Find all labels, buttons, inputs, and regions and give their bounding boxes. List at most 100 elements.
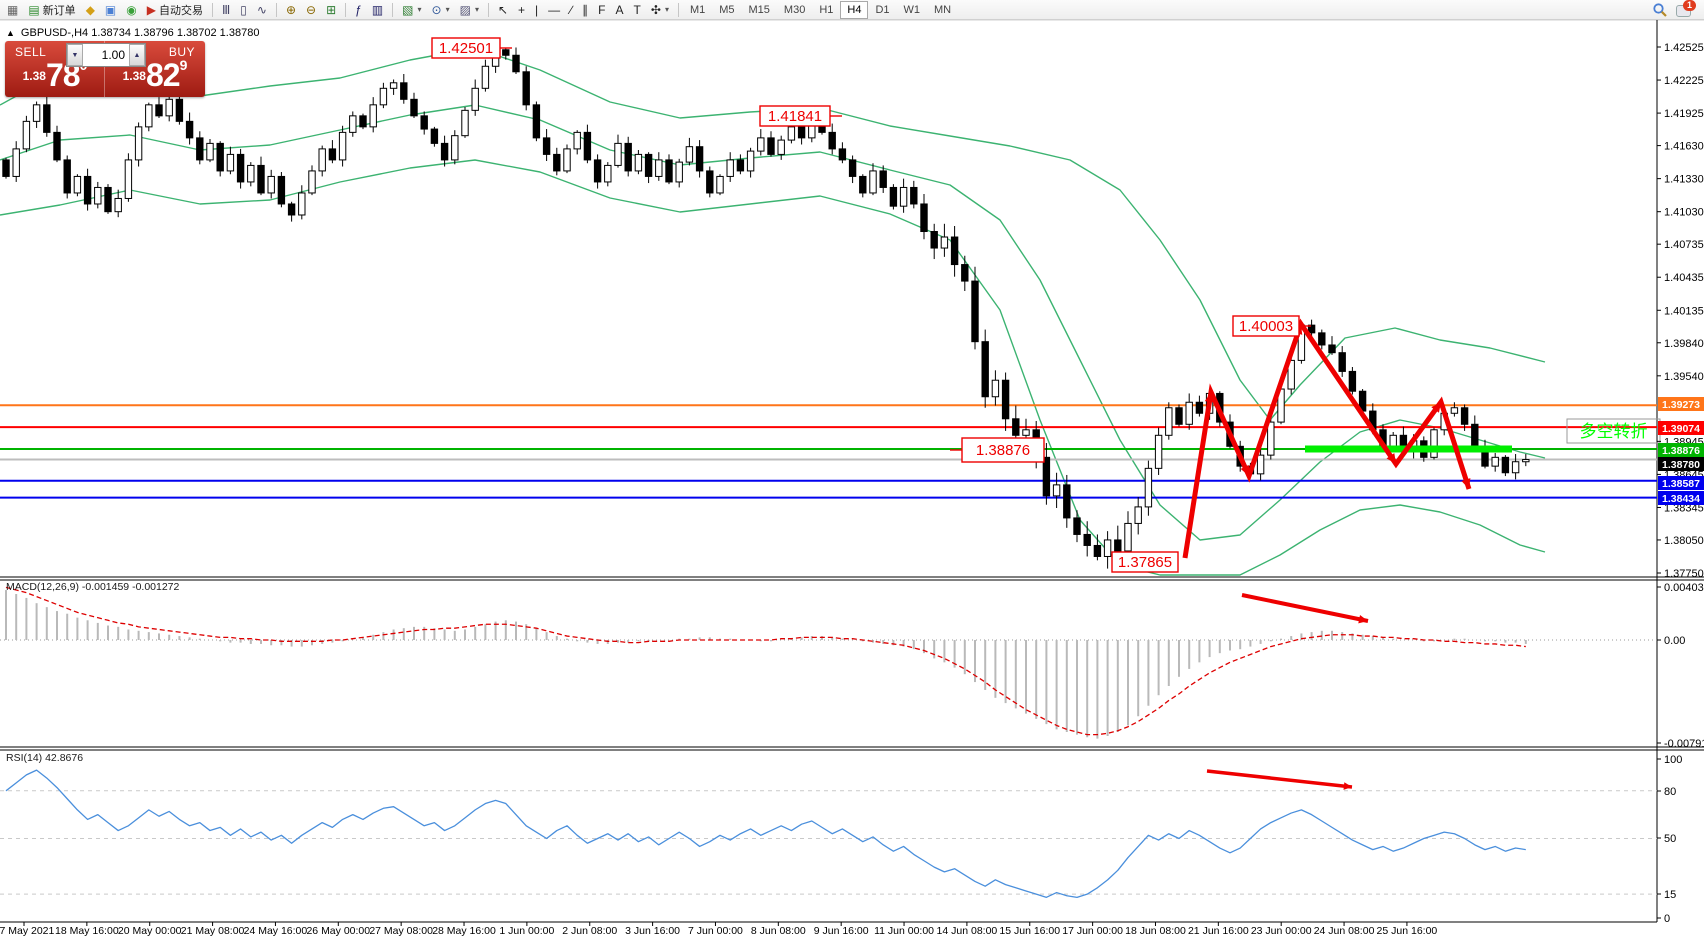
candle-body xyxy=(165,98,173,117)
toolbar-new-chart-icon[interactable]: ▦ xyxy=(2,0,23,19)
timeframe-button-m30[interactable]: M30 xyxy=(783,3,806,16)
toolbar-horizontal-line-tool[interactable]: — xyxy=(543,0,565,19)
toolbar-profiles-button[interactable]: ▧ ▾ xyxy=(397,0,426,19)
candle-body xyxy=(920,203,928,233)
time-tick-label: 25 Jun 16:00 xyxy=(1377,925,1438,937)
price-badge-text: 1.38434 xyxy=(1662,493,1700,505)
search-icon[interactable] xyxy=(1652,2,1668,18)
toolbar-templates-button[interactable]: ▨ ▾ xyxy=(455,0,484,19)
notification-icon[interactable]: 1 xyxy=(1676,0,1696,18)
candle-body xyxy=(226,153,235,172)
text-label-tool: T xyxy=(633,2,641,17)
candle-body xyxy=(32,104,41,122)
time-tick-label: 26 May 00:00 xyxy=(306,925,370,937)
time-tick-label: 28 May 16:00 xyxy=(432,925,496,937)
toolbar-community-icon[interactable]: ▣ xyxy=(100,0,121,19)
toolbar-zoom-in-icon[interactable]: ⊕ xyxy=(281,0,301,19)
volume-value[interactable]: 1.00 xyxy=(101,48,125,62)
rsi-trend-arrow xyxy=(1206,769,1353,789)
rsi-axis-label: 15 xyxy=(1664,889,1676,901)
price-badge-text: 1.39074 xyxy=(1662,423,1700,435)
toolbar-text-label-tool[interactable]: T xyxy=(629,0,646,19)
one-click-toggle[interactable]: ▲ xyxy=(6,28,15,38)
time-tick-label: 18 May 16:00 xyxy=(55,925,119,937)
candle-body xyxy=(1348,370,1357,392)
toolbar-crosshair-tool[interactable]: + xyxy=(513,0,530,19)
bar-chart-icon: Ⅲ xyxy=(221,2,231,17)
candle-body xyxy=(930,231,938,249)
toolbar-periods-button[interactable]: ⊙ ▾ xyxy=(427,0,455,19)
timeframe-button-m1[interactable]: M1 xyxy=(689,3,706,16)
candle-body xyxy=(1103,539,1112,557)
toolbar-channel-tool[interactable]: ∥ xyxy=(577,0,593,19)
candle-body xyxy=(1093,544,1102,557)
time-tick-label: 2 Jun 08:00 xyxy=(562,925,617,937)
candle-body xyxy=(624,142,632,172)
candle-body xyxy=(1287,359,1295,390)
toolbar-fibonacci-tool[interactable]: F xyxy=(593,0,610,19)
candle-body xyxy=(991,379,1000,398)
chevron-down-icon: ▾ xyxy=(445,5,450,14)
toolbar-trendline-tool[interactable]: ∕ xyxy=(565,0,577,19)
buy-button[interactable]: BUY 1.38829 xyxy=(104,41,205,97)
toolbar-tile-windows-icon[interactable]: ⊞ xyxy=(321,0,341,19)
timeframe-button-h4[interactable]: H4 xyxy=(840,0,869,19)
time-tick-label: 17 May 2021 xyxy=(0,925,55,937)
bollinger-middle-band xyxy=(0,104,1546,541)
time-tick-label: 7 Jun 00:00 xyxy=(688,925,743,937)
candle-body xyxy=(1430,429,1438,458)
toolbar-new-order-button[interactable]: ▤ 新订单 xyxy=(23,0,80,19)
candle-body xyxy=(1175,407,1183,425)
candle-body xyxy=(940,236,949,249)
candle-body xyxy=(22,120,31,150)
candle-body xyxy=(1511,461,1520,474)
timeframe-button-mn[interactable]: MN xyxy=(934,3,952,16)
candle-body xyxy=(593,159,602,183)
fibonacci-tool: F xyxy=(598,2,606,17)
candle-body xyxy=(971,280,979,343)
toolbar-candlestick-chart-icon[interactable]: ▯ xyxy=(235,0,252,19)
candle-body xyxy=(73,175,82,194)
volume-stepper[interactable]: ▼ 1.00 ▲ xyxy=(66,43,146,67)
toolbar-line-chart-icon[interactable]: ∿ xyxy=(252,0,272,19)
price-tick-label: 1.41030 xyxy=(1664,207,1704,219)
timeframe-button-d1[interactable]: D1 xyxy=(875,3,890,16)
price-badge-text: 1.39273 xyxy=(1662,399,1700,411)
time-tick-label: 11 Jun 00:00 xyxy=(874,925,934,937)
toolbar-bar-chart-icon[interactable]: Ⅲ xyxy=(217,0,235,19)
toolbar-news-icon[interactable]: ◉ xyxy=(121,0,141,19)
toolbar-vertical-line-tool[interactable]: | xyxy=(530,0,543,19)
price-badge xyxy=(1658,421,1704,435)
candle-body xyxy=(757,137,765,152)
volume-up-button[interactable]: ▲ xyxy=(129,44,145,66)
zigzag-arrowhead xyxy=(1461,478,1471,489)
candle-body xyxy=(247,164,255,183)
candle-body xyxy=(583,131,592,161)
news-icon: ◉ xyxy=(126,2,137,17)
timeframe-button-m15[interactable]: M15 xyxy=(748,3,770,16)
price-tick-label: 1.39540 xyxy=(1664,371,1704,383)
candle-body xyxy=(481,65,490,89)
price-annotation-box xyxy=(1111,551,1179,573)
candle-body xyxy=(614,142,622,166)
toolbar-indicators-icon[interactable]: ƒ xyxy=(350,0,367,19)
toolbar-metaeditor-icon[interactable]: ◆ xyxy=(81,0,100,19)
toolbar-cursor-tool[interactable]: ↖ xyxy=(493,0,513,19)
candle-body xyxy=(573,131,581,150)
toolbar-text-tool[interactable]: A xyxy=(611,0,629,19)
candle-body xyxy=(124,159,133,199)
timeframe-button-w1[interactable]: W1 xyxy=(903,3,921,16)
timeframe-button-h1[interactable]: H1 xyxy=(819,3,834,16)
toolbar-zoom-out-icon[interactable]: ⊖ xyxy=(301,0,321,19)
timeframe-button-m5[interactable]: M5 xyxy=(719,3,735,16)
toolbar-arrows-tool[interactable]: ✣ ▾ xyxy=(646,0,674,19)
rsi-axis-label: 0 xyxy=(1664,913,1670,925)
one-click-trading-panel: SELL 1.38780 BUY 1.38829 ▼ 1.00 ▲ xyxy=(5,41,205,97)
volume-down-button[interactable]: ▼ xyxy=(67,44,83,66)
channel-tool: ∥ xyxy=(582,2,589,17)
toolbar-indicator-window-icon[interactable]: ▥ xyxy=(367,0,388,19)
toolbar-separator xyxy=(677,2,679,17)
candle-body xyxy=(644,153,653,177)
toolbar-autotrading-button[interactable]: ▶ 自动交易 xyxy=(142,0,208,19)
